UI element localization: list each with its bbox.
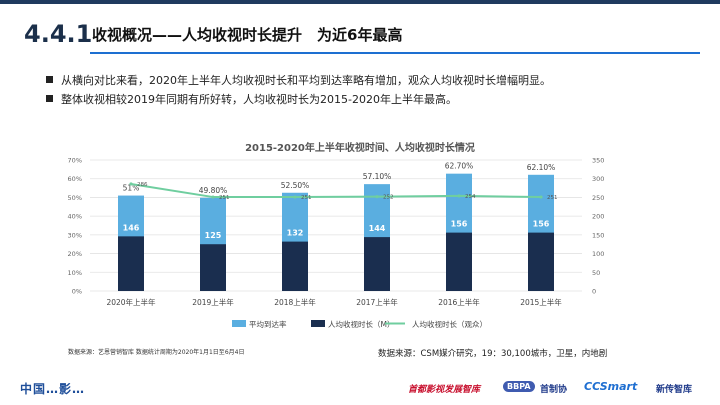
y-right-tick-label: 250	[592, 194, 604, 202]
bar-reach-rate-label: 62.70%	[445, 162, 474, 171]
legend-label: 人均收视时长（M）	[328, 319, 394, 329]
line-point-label: 251	[547, 195, 558, 201]
legend-swatch	[311, 320, 325, 327]
x-category-label: 2016上半年	[438, 297, 480, 307]
bar-reach-rate-label: 62.10%	[527, 163, 556, 172]
x-category-label: 2020年上半年	[106, 297, 156, 307]
bar-viewing-time	[446, 232, 472, 291]
line-point-label: 251	[301, 195, 312, 201]
bullet-square-icon	[46, 76, 53, 83]
source-note-right: 数据来源：CSM媒介研究，19：30,100城市，卫星，内地剧	[378, 349, 608, 359]
bullet-list: 从横向对比来看，2020年上半年人均收视时长和平均到达率略有增加，观众人均收视时…	[46, 71, 706, 109]
bar-reach-rate-label: 51%	[123, 184, 140, 193]
y-right-tick-label: 150	[592, 231, 604, 239]
y-left-tick-label: 40%	[68, 213, 82, 221]
bar-viewing-time-label: 144	[369, 224, 386, 233]
y-left-tick-label: 30%	[68, 231, 82, 239]
footer: 中国…影… 首都影视发展智库 BBPA 首制协 CCSmart 新传智库	[0, 372, 720, 405]
bar-viewing-time	[282, 241, 308, 291]
line-point-label: 251	[219, 195, 230, 201]
footer-logo-ccsmart: CCSmart	[584, 380, 638, 393]
bullet-text: 整体收视相较2019年同期有所好转，人均收视时长为2015-2020年上半年最高…	[61, 93, 457, 106]
bullet-item: 整体收视相较2019年同期有所好转，人均收视时长为2015-2020年上半年最高…	[46, 90, 706, 109]
footer-logo-association: 首制协	[540, 385, 568, 395]
line-point	[129, 182, 133, 186]
legend-label: 人均收视时长（观众）	[412, 319, 487, 329]
y-left-tick-label: 60%	[68, 175, 82, 183]
bullet-square-icon	[46, 95, 53, 102]
y-left-tick-label: 10%	[68, 269, 82, 277]
footer-logo-capital-think-tank: 首都影视发展智库	[408, 385, 481, 395]
bar-viewing-time-label: 156	[533, 220, 550, 229]
line-point	[457, 194, 461, 198]
x-category-label: 2017上半年	[356, 297, 398, 307]
bar-viewing-time	[528, 232, 554, 291]
y-right-tick-label: 50	[592, 269, 600, 277]
chart-title: 2015-2020年上半年收视时间、人均收视时长情况	[245, 143, 475, 154]
y-right-tick-label: 0	[592, 288, 596, 296]
bar-viewing-time-label: 146	[123, 223, 140, 232]
legend-label: 平均到达率	[249, 319, 287, 329]
y-left-tick-label: 20%	[68, 250, 82, 258]
top-accent-bar	[0, 0, 720, 4]
header: 4.4.1 收视概况——人均收视时长提升 为近6年最高	[0, 10, 720, 54]
title-underline	[90, 52, 700, 54]
bar-viewing-time-label: 132	[287, 229, 304, 238]
line-point	[293, 195, 297, 199]
line-point-label: 286	[137, 182, 148, 188]
y-right-tick-label: 300	[592, 175, 604, 183]
bar-viewing-time-label: 156	[451, 220, 468, 229]
y-left-tick-label: 70%	[68, 157, 82, 165]
y-right-tick-label: 200	[592, 213, 604, 221]
line-point	[539, 195, 543, 199]
bar-reach-rate-label: 52.50%	[281, 181, 310, 190]
line-point	[211, 195, 215, 199]
x-category-label: 2018上半年	[274, 297, 316, 307]
bar-viewing-time	[200, 244, 226, 291]
y-right-tick-label: 350	[592, 157, 604, 165]
source-note-left: 数据来源：艺恩营销智库 数据统计周期为2020年1月1日至6月4日	[68, 349, 245, 356]
line-viewer-time	[130, 182, 542, 199]
x-category-label: 2019上半年	[192, 297, 234, 307]
y-left-tick-label: 50%	[68, 194, 82, 202]
bullet-item: 从横向对比来看，2020年上半年人均收视时长和平均到达率略有增加，观众人均收视时…	[46, 71, 706, 90]
bar-viewing-time	[118, 236, 144, 291]
footer-left-text: 中国…影…	[20, 382, 86, 396]
bar-reach-rate-label: 49.80%	[199, 186, 228, 195]
y-left-tick-label: 0%	[72, 288, 82, 296]
bar-viewing-time-label: 125	[205, 231, 222, 240]
line-point	[375, 195, 379, 199]
legend-swatch	[232, 320, 246, 327]
footer-logo-new-media: 新传智库	[656, 385, 693, 395]
section-number: 4.4.1	[24, 20, 93, 48]
page-title: 收视概况——人均收视时长提升 为近6年最高	[92, 26, 403, 44]
line-point-label: 254	[465, 194, 476, 200]
line-point-label: 252	[383, 195, 394, 201]
x-category-label: 2015上半年	[520, 297, 562, 307]
y-right-tick-label: 100	[592, 250, 604, 258]
footer-logo-bbpa: BBPA	[503, 381, 535, 392]
bar-reach-rate-label: 57.10%	[363, 172, 392, 181]
bullet-text: 从横向对比来看，2020年上半年人均收视时长和平均到达率略有增加，观众人均收视时…	[61, 74, 551, 87]
bar-viewing-time	[364, 237, 390, 291]
